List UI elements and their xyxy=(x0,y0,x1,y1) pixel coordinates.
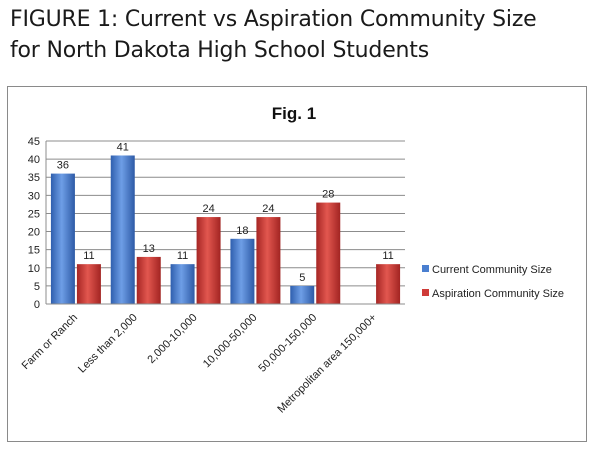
bar-current xyxy=(290,285,315,304)
bar-aspiration xyxy=(316,202,341,304)
chart-frame xyxy=(7,86,587,442)
bar-current xyxy=(170,264,195,304)
y-tick-label: 0 xyxy=(34,299,40,311)
x-category-label: Metropolitan area 150,000+ xyxy=(275,312,379,416)
bar-aspiration xyxy=(136,256,161,304)
y-tick-label: 45 xyxy=(28,136,40,148)
x-category-label: Farm or Ranch xyxy=(20,312,80,372)
data-label-current: 36 xyxy=(57,160,69,172)
y-tick-label: 15 xyxy=(28,245,40,257)
legend-swatch-current xyxy=(422,265,429,272)
figure-heading-line-2: for North Dakota High School Students xyxy=(10,38,429,63)
x-category-label: 2,000-10,000 xyxy=(145,312,199,366)
data-label-aspiration: 11 xyxy=(83,250,94,262)
figure-heading-line-1: FIGURE 1: Current vs Aspiration Communit… xyxy=(10,7,537,32)
bar-aspiration xyxy=(376,264,401,304)
legend-label-aspiration: Aspiration Community Size xyxy=(432,288,564,300)
bar-current xyxy=(110,155,135,304)
bar-aspiration xyxy=(256,217,281,304)
data-label-aspiration: 13 xyxy=(143,243,155,255)
data-label-current: 18 xyxy=(236,225,248,237)
bar-current xyxy=(50,173,75,304)
data-label-aspiration: 28 xyxy=(322,189,334,201)
bar-aspiration xyxy=(196,217,221,304)
x-category-label: 50,000-150,000 xyxy=(256,312,319,375)
y-tick-label: 35 xyxy=(28,172,40,184)
y-tick-label: 20 xyxy=(28,227,40,239)
data-label-current: 41 xyxy=(117,141,129,153)
y-tick-label: 30 xyxy=(28,190,40,202)
data-label-aspiration: 24 xyxy=(262,203,274,215)
legend-swatch-aspiration xyxy=(422,289,429,296)
y-tick-label: 40 xyxy=(28,154,40,166)
figure-heading: FIGURE 1: Current vs Aspiration Communit… xyxy=(10,4,585,66)
data-label-aspiration: 24 xyxy=(202,203,214,215)
data-label-current: 11 xyxy=(177,250,188,262)
y-tick-label: 5 xyxy=(34,281,40,293)
x-category-label: 10,000-50,000 xyxy=(201,312,260,371)
data-label-current: 5 xyxy=(299,272,305,284)
bar-current xyxy=(230,238,255,304)
bar-aspiration xyxy=(76,264,101,304)
legend-label-current: Current Community Size xyxy=(432,264,552,276)
y-tick-label: 25 xyxy=(28,208,40,220)
chart-title: Fig. 1 xyxy=(272,104,316,123)
data-label-aspiration: 11 xyxy=(382,250,393,262)
x-category-label: Less than 2,000 xyxy=(76,312,140,376)
y-tick-label: 10 xyxy=(28,263,40,275)
